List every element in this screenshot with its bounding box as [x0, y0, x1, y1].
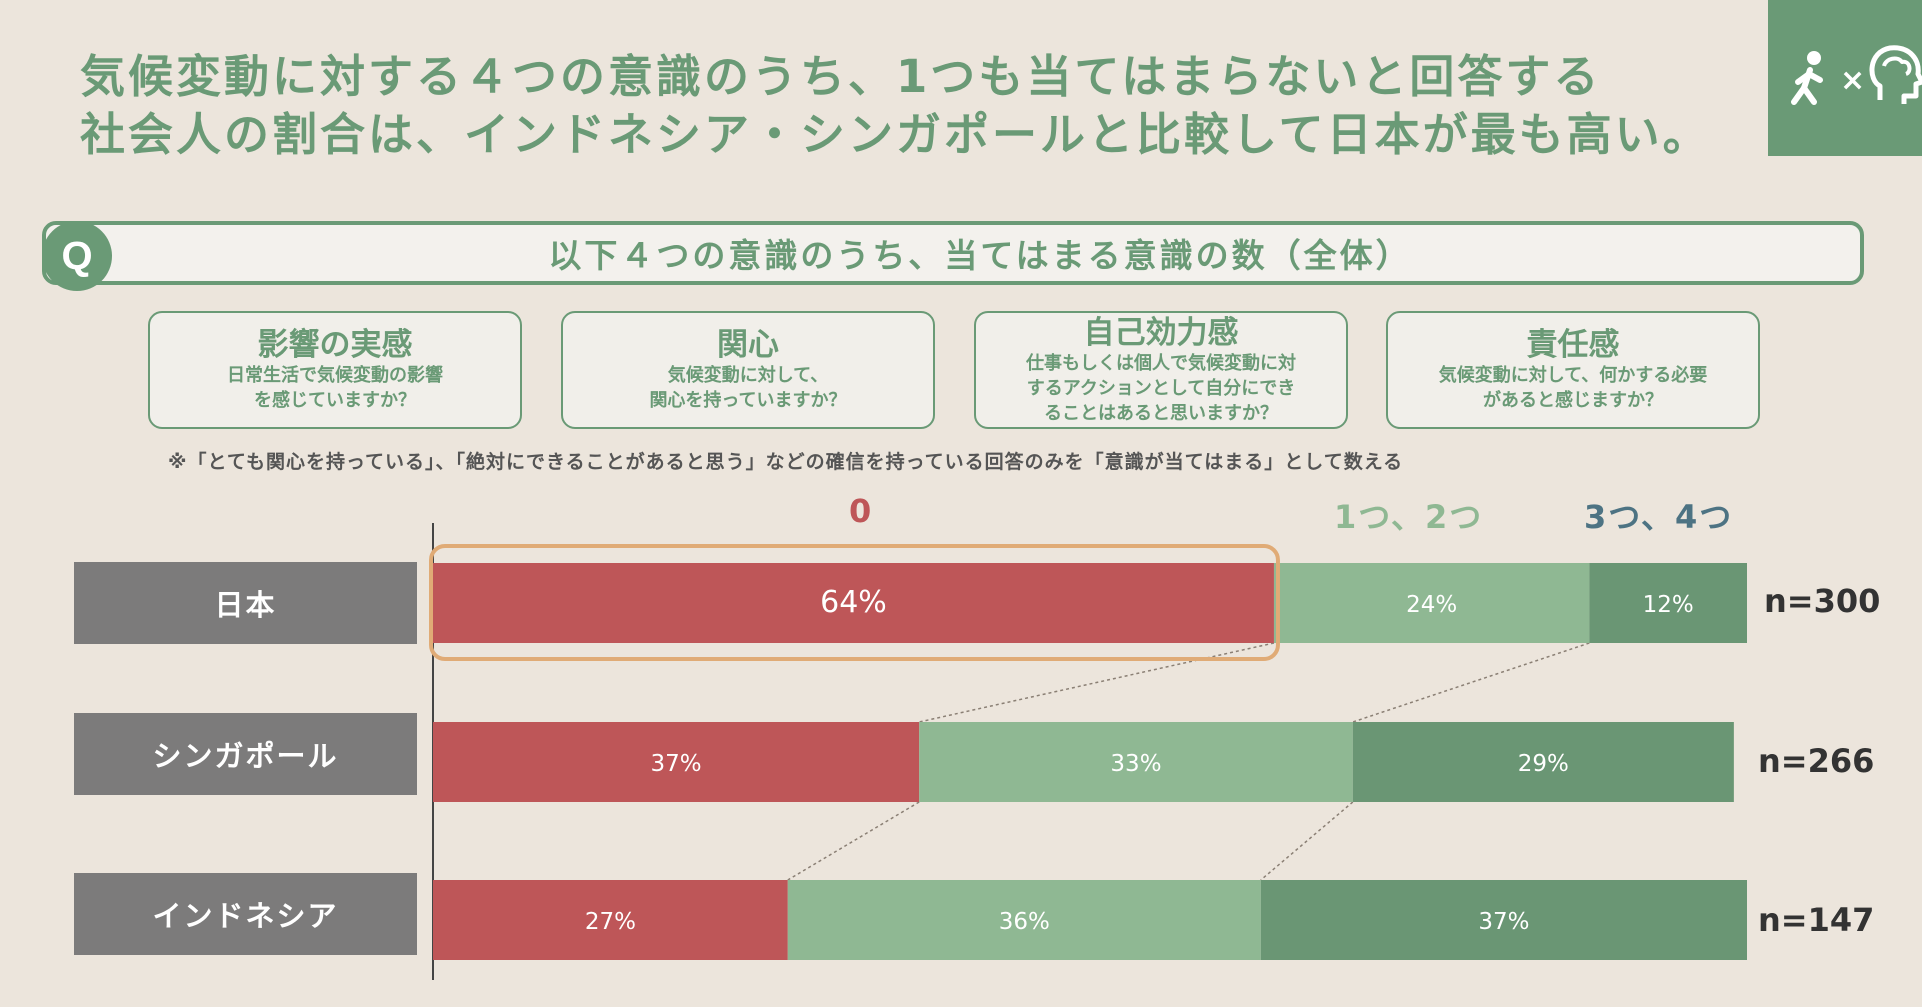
row-label-singapore: シンガポール [74, 713, 417, 795]
headline-line-1: 気候変動に対する４つの意識のうち、1つも当てはまらないと回答する [80, 50, 1602, 103]
bar-value-label: 64% [820, 585, 887, 620]
connector-lines [787, 642, 1590, 881]
bar-value-label: 37% [651, 751, 702, 777]
bar-value-label: 29% [1518, 751, 1569, 777]
bar-value-label: 37% [1478, 909, 1529, 935]
row-label-indonesia: インドネシア [74, 873, 417, 955]
highlight-box [429, 544, 1280, 661]
bar-segment [433, 880, 788, 960]
n-label-japan: n=300 [1764, 582, 1881, 620]
legend-zero: 0 [849, 492, 874, 530]
bar-segment [787, 880, 1261, 960]
card-desc: 気候変動に対して、 関心を持っていますか？ [649, 365, 847, 411]
question-badge: Q [42, 221, 112, 291]
logo-graphic: × [1791, 45, 1922, 105]
bar-value-label: 27% [585, 909, 636, 935]
bar-value-label: 12% [1643, 592, 1694, 618]
bars [433, 563, 1747, 960]
walking-person-icon [1791, 51, 1823, 105]
bar-segment [433, 722, 920, 802]
connector-line [1352, 642, 1590, 723]
card-efficacy: 自己効力感 仕事もしくは個人で気候変動に対 するアクションとして自分にでき るこ… [974, 311, 1348, 429]
n-label-indonesia: n=147 [1758, 901, 1875, 939]
card-title: 影響の実感 [257, 327, 413, 363]
bar-segment [1352, 722, 1734, 802]
bar-labels: 64% 24% 12% 37% 33% 29% 27% 36% 37% [585, 585, 1694, 935]
bar-segment [1260, 880, 1747, 960]
headline-line-2: 社会人の割合は、インドネシア・シンガポールと比較して日本が最も高い。 [80, 108, 1711, 161]
card-impact: 影響の実感 日常生活で気候変動の影響 を感じていますか？ [148, 311, 522, 429]
footnote: ※「とても関心を持っている」、「絶対にできることがあると思う」などの確信を持って… [168, 451, 1404, 473]
bar-value-label: 36% [999, 909, 1050, 935]
brain-head-icon [1869, 45, 1922, 104]
corner-logo: × [1768, 0, 1922, 156]
card-desc: 気候変動に対して、何かする必要 があると感じますか？ [1438, 365, 1708, 411]
bar-segment [433, 563, 1274, 643]
connector-line [919, 642, 1275, 723]
row-label-japan: 日本 [74, 562, 417, 644]
card-interest: 関心 気候変動に対して、 関心を持っていますか？ [561, 311, 935, 429]
card-title: 関心 [717, 327, 779, 363]
card-title: 自己効力感 [1083, 314, 1239, 351]
connector-line [1260, 801, 1354, 881]
legend-one-two: 1つ、2つ [1334, 498, 1484, 536]
legend-three-four: 3つ、4つ [1584, 498, 1734, 536]
card-desc: 仕事もしくは個人で気候変動に対 するアクションとして自分にでき ることはあると思… [1026, 352, 1296, 424]
question-bar [42, 221, 1864, 285]
n-label-singapore: n=266 [1758, 742, 1875, 780]
times-glyph: × [1840, 63, 1865, 98]
connector-line [787, 801, 920, 881]
card-desc: 日常生活で気候変動の影響 を感じていますか？ [227, 365, 443, 411]
headline: 気候変動に対する４つの意識のうち、1つも当てはまらないと回答する 社会人の割合は… [80, 48, 1711, 164]
bar-segment [1589, 563, 1747, 643]
card-title: 責任感 [1526, 327, 1620, 363]
card-responsibility: 責任感 気候変動に対して、何かする必要 があると感じますか？ [1386, 311, 1760, 429]
bar-segment [1273, 563, 1590, 643]
bar-value-label: 24% [1406, 592, 1457, 618]
question-text: 以下４つの意識のうち、当てはまる意識の数（全体） [548, 236, 1412, 275]
bar-segment [919, 722, 1353, 802]
bar-value-label: 33% [1110, 751, 1161, 777]
